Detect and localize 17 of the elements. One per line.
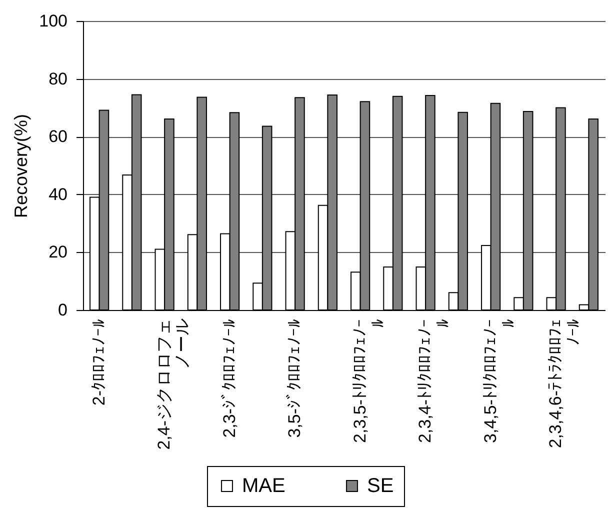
x-tick-label: 2-ｸﾛﾛﾌｪﾉｰﾙ <box>89 318 108 406</box>
x-tick-label: 2,3,4,6-ﾃﾄﾗｸﾛﾛﾌｪﾉｰﾙ <box>546 318 584 448</box>
x-tick-label: 2,3-ｼﾞｸﾛﾛﾌｪﾉｰﾙ <box>220 318 239 438</box>
x-tick-label: 2,3,4-ﾄﾘｸﾛﾛﾌｪﾉｰﾙ <box>416 318 453 443</box>
legend-label: MAE <box>242 475 286 497</box>
y-tick-label: 100 <box>39 12 68 30</box>
legend-label: SE <box>367 475 394 497</box>
y-tick-label: 20 <box>48 242 68 262</box>
y-tick-label: 60 <box>48 127 68 146</box>
y-tick-label: 0 <box>58 300 68 320</box>
y-axis-title: Recovery(%) <box>11 114 32 218</box>
x-tick-label: 3,4,5-ﾄﾘｸﾛﾛﾌｪﾉｰﾙ <box>480 318 518 443</box>
y-tick-label: 40 <box>48 184 68 204</box>
x-tick-label: 3,5-ｼﾞｸﾛﾛﾌｪﾉｰﾙ <box>285 318 304 438</box>
x-tick-label: 2,3,5-ﾄﾘｸﾛﾛﾌｪﾉｰﾙ <box>350 318 388 443</box>
y-tick-label: 80 <box>48 69 68 88</box>
x-tick-label: 2,4-ジクロロフェノール <box>154 318 192 450</box>
